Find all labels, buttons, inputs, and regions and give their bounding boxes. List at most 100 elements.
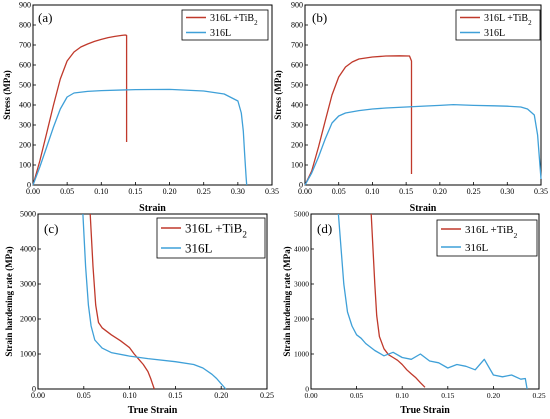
y-axis-label: Strain hardening rate (MPa) (282, 246, 292, 356)
series-line-316l (32, 88, 248, 186)
y-axis-label: Stress (MPa) (273, 70, 283, 120)
chart-panel: 0.00 0.05 0.10 0.15 0.20 0.25 0.30 0.35 0 100 200 3… (273, 1, 548, 215)
x-tick-label: 0.00 (304, 391, 317, 400)
x-axis-label: Strain (139, 203, 166, 214)
y-tick-label: 1000 (20, 350, 36, 359)
series-line-316l (304, 103, 542, 186)
y-tick-label: 2000 (20, 315, 36, 324)
y-axis-label: Strain hardening rate (MPa) (4, 246, 14, 356)
chart-panel: 0.00 0.05 0.10 0.15 0.20 0.25 0 1000 2000 3000 400… (282, 210, 546, 417)
series-line-tib2 (304, 55, 413, 186)
y-tick-label: 4000 (294, 245, 309, 254)
legend-label: 316L +TiB2 (465, 224, 518, 240)
x-tick-label: 0.25 (197, 187, 211, 196)
panel-label: (b) (312, 10, 327, 25)
x-tick-label: 0.15 (441, 391, 454, 400)
plot-frame (32, 4, 273, 186)
y-tick-label: 0 (299, 181, 303, 190)
y-tick-label: 200 (291, 141, 303, 150)
y-tick-label: 200 (19, 141, 31, 150)
y-tick-label: 300 (291, 121, 303, 130)
x-tick-label: 0.35 (534, 187, 548, 196)
y-tick-label: 700 (291, 41, 303, 50)
y-tick-label: 400 (291, 101, 303, 110)
legend-box (455, 9, 541, 41)
series-line-316l (82, 213, 227, 390)
x-tick-label: 0.20 (433, 187, 447, 196)
x-tick-label: 0.25 (532, 391, 545, 400)
y-tick-label: 100 (291, 161, 303, 170)
x-tick-label: 0.35 (265, 187, 279, 196)
legend-box (436, 219, 538, 257)
y-tick-label: 400 (19, 101, 31, 110)
panel-label: (c) (44, 221, 58, 236)
plot-frame (310, 213, 540, 390)
x-tick-label: 0.05 (60, 187, 74, 196)
legend-box (181, 9, 269, 41)
legend-label: 316L +TiB2 (484, 13, 532, 27)
legend-label: 316L (185, 241, 213, 256)
series-line-tib2 (89, 213, 155, 390)
y-tick-label: 600 (19, 61, 31, 70)
x-tick-label: 0.05 (332, 187, 346, 196)
plot-frame (304, 4, 542, 186)
x-tick-label: 0.10 (396, 391, 409, 400)
x-tick-label: 0.30 (500, 187, 514, 196)
x-tick-label: 0.20 (163, 187, 177, 196)
legend-box (156, 217, 266, 259)
y-tick-label: 5000 (20, 210, 36, 219)
x-tick-label: 0.30 (231, 187, 245, 196)
x-tick-label: 0.00 (31, 391, 45, 400)
legend-label: 316L +TiB2 (185, 221, 247, 240)
y-axis-label: Stress (MPa) (2, 70, 12, 120)
x-tick-label: 0.20 (214, 391, 228, 400)
y-tick-label: 2000 (294, 315, 309, 324)
chart-panel: 0.00 0.05 0.10 0.15 0.20 0.25 0.30 0.35 0 100 200 3… (2, 1, 279, 215)
y-tick-label: 4000 (20, 245, 36, 254)
chart-panel: 0.00 0.05 0.10 0.15 0.20 0.25 0 1000 2000 3000 400… (4, 210, 274, 417)
legend-label: 316L (210, 28, 231, 39)
y-tick-label: 1000 (294, 350, 309, 359)
x-tick-label: 0.00 (26, 187, 40, 196)
x-tick-label: 0.25 (467, 187, 481, 196)
x-tick-label: 0.00 (298, 187, 312, 196)
panel-label: (d) (317, 221, 332, 236)
x-tick-label: 0.10 (94, 187, 108, 196)
x-tick-label: 0.15 (168, 391, 182, 400)
x-tick-label: 0.10 (365, 187, 379, 196)
y-tick-label: 700 (19, 41, 31, 50)
x-tick-label: 0.05 (350, 391, 363, 400)
y-tick-label: 500 (291, 81, 303, 90)
y-tick-label: 300 (19, 121, 31, 130)
x-axis-label: True Strain (128, 405, 178, 416)
panel-label: (a) (38, 10, 52, 25)
series-line-316l (337, 213, 528, 390)
y-tick-label: 800 (19, 21, 31, 30)
x-axis-label: Strain (410, 203, 437, 214)
y-tick-label: 5000 (294, 210, 309, 219)
y-tick-label: 600 (291, 61, 303, 70)
x-tick-label: 0.15 (128, 187, 142, 196)
y-tick-label: 900 (291, 1, 303, 10)
y-tick-label: 0 (27, 181, 31, 190)
y-tick-label: 3000 (294, 280, 309, 289)
y-tick-label: 0 (305, 385, 309, 394)
y-tick-label: 3000 (20, 280, 36, 289)
y-tick-label: 100 (19, 161, 31, 170)
x-tick-label: 0.10 (123, 391, 137, 400)
legend-label: 316L +TiB2 (210, 13, 258, 27)
x-tick-label: 0.20 (487, 391, 500, 400)
y-tick-label: 0 (32, 385, 36, 394)
x-tick-label: 0.05 (77, 391, 91, 400)
x-tick-label: 0.25 (260, 391, 274, 400)
series-line-tib2 (32, 34, 128, 186)
plot-frame (37, 213, 268, 390)
series-line-tib2 (370, 213, 426, 388)
y-tick-label: 500 (19, 81, 31, 90)
x-axis-label: True Strain (400, 405, 450, 416)
y-tick-label: 800 (291, 21, 303, 30)
x-tick-label: 0.15 (399, 187, 413, 196)
legend-label: 316L (484, 28, 505, 39)
legend-label: 316L (465, 242, 489, 254)
